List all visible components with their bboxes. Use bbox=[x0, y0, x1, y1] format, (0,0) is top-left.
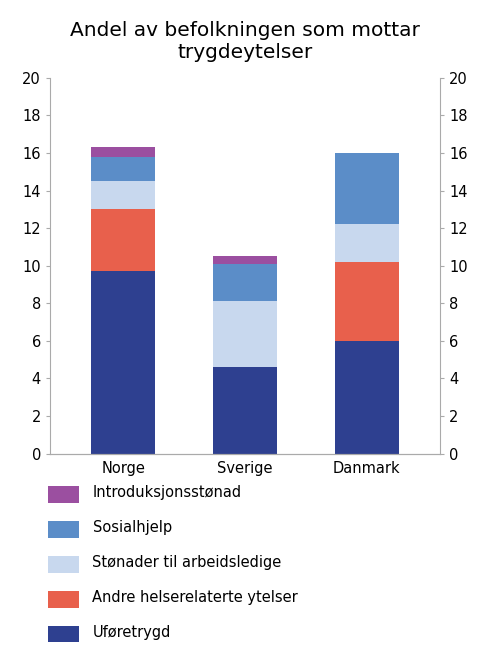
Bar bbox=[335, 153, 398, 224]
Bar bbox=[335, 262, 398, 341]
Text: Uføretrygd: Uføretrygd bbox=[92, 625, 171, 640]
Title: Andel av befolkningen som mottar
trygdeytelser: Andel av befolkningen som mottar trygdey… bbox=[70, 21, 420, 62]
Bar bbox=[92, 209, 155, 272]
Text: Andre helserelaterte ytelser: Andre helserelaterte ytelser bbox=[92, 590, 298, 605]
Text: Introduksjonsstønad: Introduksjonsstønad bbox=[92, 485, 242, 500]
FancyBboxPatch shape bbox=[48, 626, 79, 643]
FancyBboxPatch shape bbox=[48, 556, 79, 573]
Bar bbox=[92, 147, 155, 157]
Bar bbox=[92, 157, 155, 181]
FancyBboxPatch shape bbox=[48, 521, 79, 538]
FancyBboxPatch shape bbox=[48, 486, 79, 503]
Text: Sosialhjelp: Sosialhjelp bbox=[92, 520, 172, 535]
Bar bbox=[214, 264, 276, 301]
Text: Stønader til arbeidsledige: Stønader til arbeidsledige bbox=[92, 555, 282, 570]
Bar bbox=[214, 257, 276, 264]
Bar bbox=[214, 301, 276, 367]
Bar bbox=[335, 224, 398, 262]
Bar bbox=[92, 181, 155, 209]
Bar bbox=[335, 341, 398, 454]
FancyBboxPatch shape bbox=[48, 591, 79, 608]
Bar bbox=[92, 272, 155, 454]
Bar bbox=[214, 367, 276, 454]
